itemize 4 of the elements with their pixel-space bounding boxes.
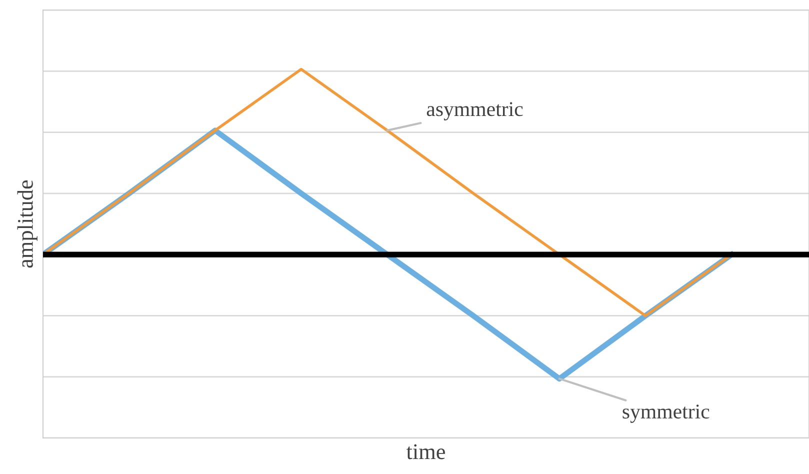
x-axis-title: time <box>406 444 445 460</box>
series-label: asymmetric <box>426 102 523 120</box>
y-axis-title: amplitude <box>17 180 38 268</box>
text: symmetric <box>622 404 710 423</box>
